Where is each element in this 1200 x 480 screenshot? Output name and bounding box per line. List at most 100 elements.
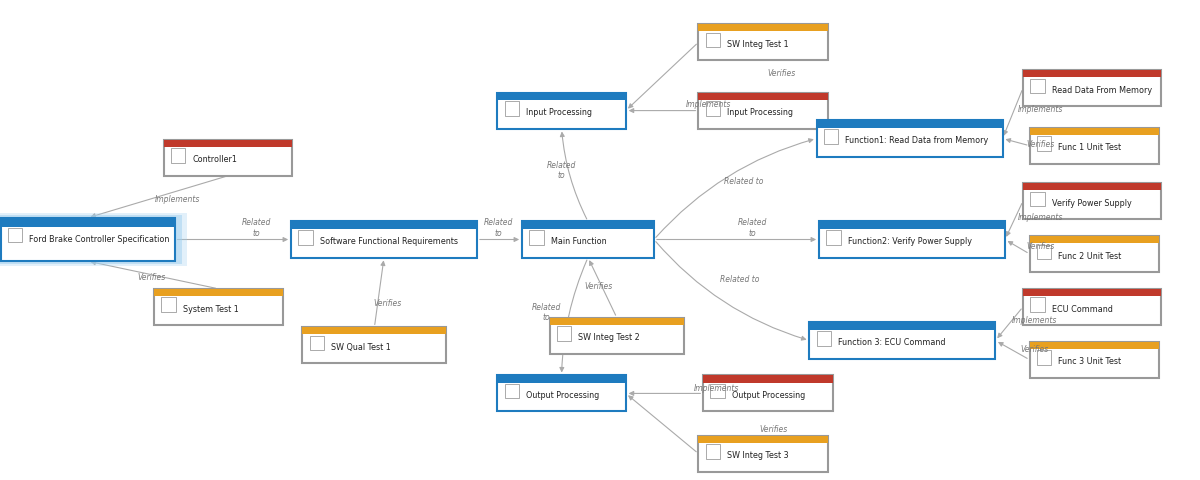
Text: Input Processing: Input Processing bbox=[727, 108, 793, 117]
Bar bbox=[698, 436, 828, 443]
Bar bbox=[1022, 289, 1162, 297]
Text: SW Integ Test 2: SW Integ Test 2 bbox=[578, 333, 640, 342]
Text: SW Integ Test 3: SW Integ Test 3 bbox=[727, 450, 788, 459]
Bar bbox=[550, 318, 684, 354]
Bar bbox=[698, 25, 828, 33]
Bar bbox=[809, 323, 996, 359]
Bar bbox=[1037, 245, 1051, 260]
Text: Verifies: Verifies bbox=[1026, 242, 1055, 251]
Bar bbox=[1, 218, 175, 227]
Bar bbox=[827, 231, 840, 245]
Text: Controller1: Controller1 bbox=[192, 155, 238, 164]
Bar bbox=[161, 298, 176, 312]
Text: Implements: Implements bbox=[1018, 213, 1063, 221]
Text: Related
to: Related to bbox=[547, 161, 576, 180]
Text: Func 3 Unit Test: Func 3 Unit Test bbox=[1058, 357, 1122, 366]
Text: Input Processing: Input Processing bbox=[527, 108, 593, 117]
Bar bbox=[292, 222, 478, 229]
Bar bbox=[1022, 71, 1162, 78]
Bar bbox=[1030, 342, 1159, 349]
Text: Related
to: Related to bbox=[532, 302, 560, 322]
Bar bbox=[0, 216, 182, 264]
Text: Verifies: Verifies bbox=[584, 281, 613, 290]
Text: Verifies: Verifies bbox=[1020, 344, 1049, 353]
Text: Verifies: Verifies bbox=[760, 424, 788, 433]
Bar bbox=[505, 384, 520, 398]
Bar bbox=[550, 318, 684, 325]
Text: Related to: Related to bbox=[725, 177, 763, 186]
Text: Related
to: Related to bbox=[484, 218, 512, 237]
Bar bbox=[302, 328, 446, 364]
Bar bbox=[557, 327, 571, 341]
Text: Verifies: Verifies bbox=[373, 298, 402, 307]
Text: Ford Brake Controller Specification: Ford Brake Controller Specification bbox=[30, 235, 169, 243]
Text: Func 1 Unit Test: Func 1 Unit Test bbox=[1058, 143, 1122, 152]
Text: Main Function: Main Function bbox=[551, 237, 606, 246]
Text: SW Qual Test 1: SW Qual Test 1 bbox=[331, 342, 391, 351]
Text: Related
to: Related to bbox=[242, 218, 271, 237]
Bar bbox=[292, 222, 478, 258]
Bar bbox=[298, 231, 312, 245]
Text: ECU Command: ECU Command bbox=[1052, 304, 1112, 313]
Text: Output Processing: Output Processing bbox=[527, 390, 600, 399]
Bar bbox=[818, 222, 1006, 229]
Bar bbox=[817, 121, 1003, 157]
Bar bbox=[823, 130, 838, 144]
Bar bbox=[698, 94, 828, 101]
Bar bbox=[1030, 342, 1159, 378]
Text: Verifies: Verifies bbox=[137, 273, 166, 281]
Bar bbox=[1030, 128, 1159, 164]
Bar bbox=[1022, 71, 1162, 107]
Bar bbox=[302, 328, 446, 335]
Bar bbox=[522, 222, 654, 258]
Text: Related
to: Related to bbox=[738, 218, 767, 237]
Bar bbox=[817, 332, 830, 346]
Bar bbox=[706, 102, 720, 117]
Bar bbox=[1030, 298, 1045, 312]
Bar bbox=[498, 375, 626, 411]
Bar bbox=[498, 94, 626, 101]
Bar bbox=[1030, 192, 1045, 206]
Bar bbox=[1030, 79, 1045, 94]
Bar bbox=[155, 289, 283, 297]
Bar bbox=[0, 214, 186, 266]
Text: Implements: Implements bbox=[685, 100, 731, 109]
Bar bbox=[809, 323, 996, 330]
Text: Output Processing: Output Processing bbox=[732, 390, 805, 399]
Bar bbox=[1022, 289, 1162, 325]
Bar bbox=[818, 222, 1006, 258]
Text: Related to: Related to bbox=[720, 275, 758, 284]
Bar bbox=[1022, 184, 1162, 220]
Bar bbox=[155, 289, 283, 325]
Bar bbox=[703, 375, 833, 411]
Text: System Test 1: System Test 1 bbox=[182, 304, 239, 313]
Text: Verify Power Supply: Verify Power Supply bbox=[1052, 198, 1132, 207]
Bar bbox=[1030, 128, 1159, 136]
Bar bbox=[163, 141, 293, 148]
Bar bbox=[706, 34, 720, 48]
Text: Implements: Implements bbox=[1018, 105, 1063, 114]
Text: Function 3: ECU Command: Function 3: ECU Command bbox=[839, 337, 946, 347]
Text: Read Data From Memory: Read Data From Memory bbox=[1052, 85, 1152, 95]
Bar bbox=[698, 436, 828, 471]
Text: Function2: Verify Power Supply: Function2: Verify Power Supply bbox=[848, 237, 972, 246]
Bar bbox=[703, 375, 833, 383]
Bar bbox=[1037, 137, 1051, 152]
Text: Implements: Implements bbox=[1012, 315, 1057, 324]
Text: Software Functional Requirements: Software Functional Requirements bbox=[319, 237, 458, 246]
Bar bbox=[163, 141, 293, 177]
Bar bbox=[817, 121, 1003, 129]
Text: SW Integ Test 1: SW Integ Test 1 bbox=[727, 40, 788, 49]
Bar bbox=[698, 25, 828, 61]
Bar bbox=[522, 222, 654, 229]
Bar bbox=[8, 228, 23, 243]
Text: Function1: Read Data from Memory: Function1: Read Data from Memory bbox=[845, 136, 989, 145]
Text: Verifies: Verifies bbox=[767, 69, 796, 78]
Bar bbox=[1022, 184, 1162, 191]
Bar bbox=[505, 102, 520, 117]
Bar bbox=[710, 384, 725, 398]
Bar bbox=[498, 94, 626, 130]
Bar bbox=[1030, 237, 1159, 244]
Bar bbox=[498, 375, 626, 383]
Text: Implements: Implements bbox=[155, 195, 200, 204]
